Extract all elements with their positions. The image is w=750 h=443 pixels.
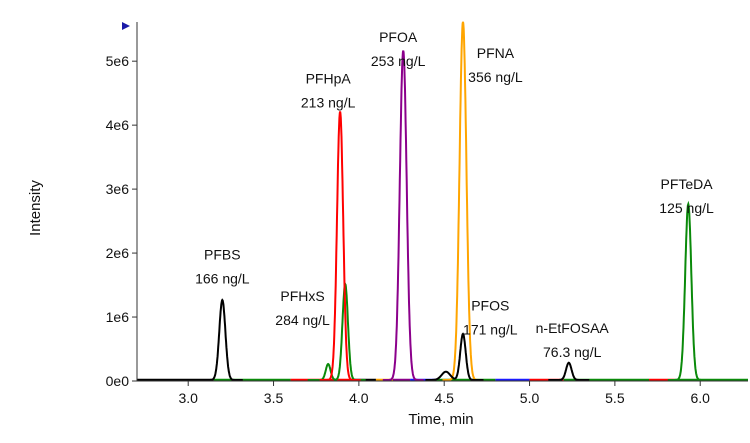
peak-label-conc: 284 ng/L: [275, 312, 330, 328]
y-tick-label: 4e6: [106, 117, 130, 133]
peak-label-conc: 166 ng/L: [195, 270, 250, 286]
y-tick-label: 5e6: [106, 53, 130, 69]
x-tick-label: 4.0: [349, 390, 369, 406]
x-tick-label: 5.5: [605, 390, 625, 406]
x-axis-label: Time, min: [408, 411, 473, 428]
cursor-marker-icon[interactable]: [122, 22, 130, 30]
x-tick-label: 3.0: [178, 390, 198, 406]
peak-label-conc: 356 ng/L: [468, 69, 523, 85]
peak-label-name: n-EtFOSAA: [536, 320, 610, 336]
peak-label-name: PFHxS: [280, 288, 324, 304]
trace-pfoa: [382, 50, 424, 381]
peak-label-name: PFBS: [204, 246, 241, 262]
y-tick-label: 2e6: [106, 245, 130, 261]
x-tick-label: 3.5: [264, 390, 284, 406]
peak-label-conc: 213 ng/L: [301, 95, 356, 111]
y-tick-label: 0e0: [106, 373, 130, 389]
trace-n-etfosaa: [548, 361, 590, 381]
peak-label-name: PFOA: [379, 29, 418, 45]
trace-pfbs: [201, 298, 243, 381]
peak-label-conc: 125 ng/L: [659, 200, 714, 216]
y-axis-label: Intensity: [27, 180, 44, 236]
peak-label-name: PFHpA: [306, 71, 352, 87]
peak-label-name: PFOS: [471, 298, 509, 314]
x-tick-label: 6.0: [690, 390, 710, 406]
y-tick-label: 3e6: [106, 181, 130, 197]
peak-label-name: PFTeDA: [660, 176, 713, 192]
peak-label-conc: 76.3 ng/L: [543, 344, 602, 360]
x-tick-label: 5.0: [520, 390, 540, 406]
trace-pfhpa: [319, 111, 361, 381]
peak-label-name: PFNA: [477, 45, 515, 61]
trace-pfteda: [667, 200, 709, 381]
trace-pfos: [425, 332, 484, 381]
y-tick-label: 1e6: [106, 309, 130, 325]
peak-label-conc: 253 ng/L: [371, 53, 426, 69]
x-tick-label: 4.5: [434, 390, 454, 406]
peak-label-conc: 171 ng/L: [463, 322, 518, 338]
